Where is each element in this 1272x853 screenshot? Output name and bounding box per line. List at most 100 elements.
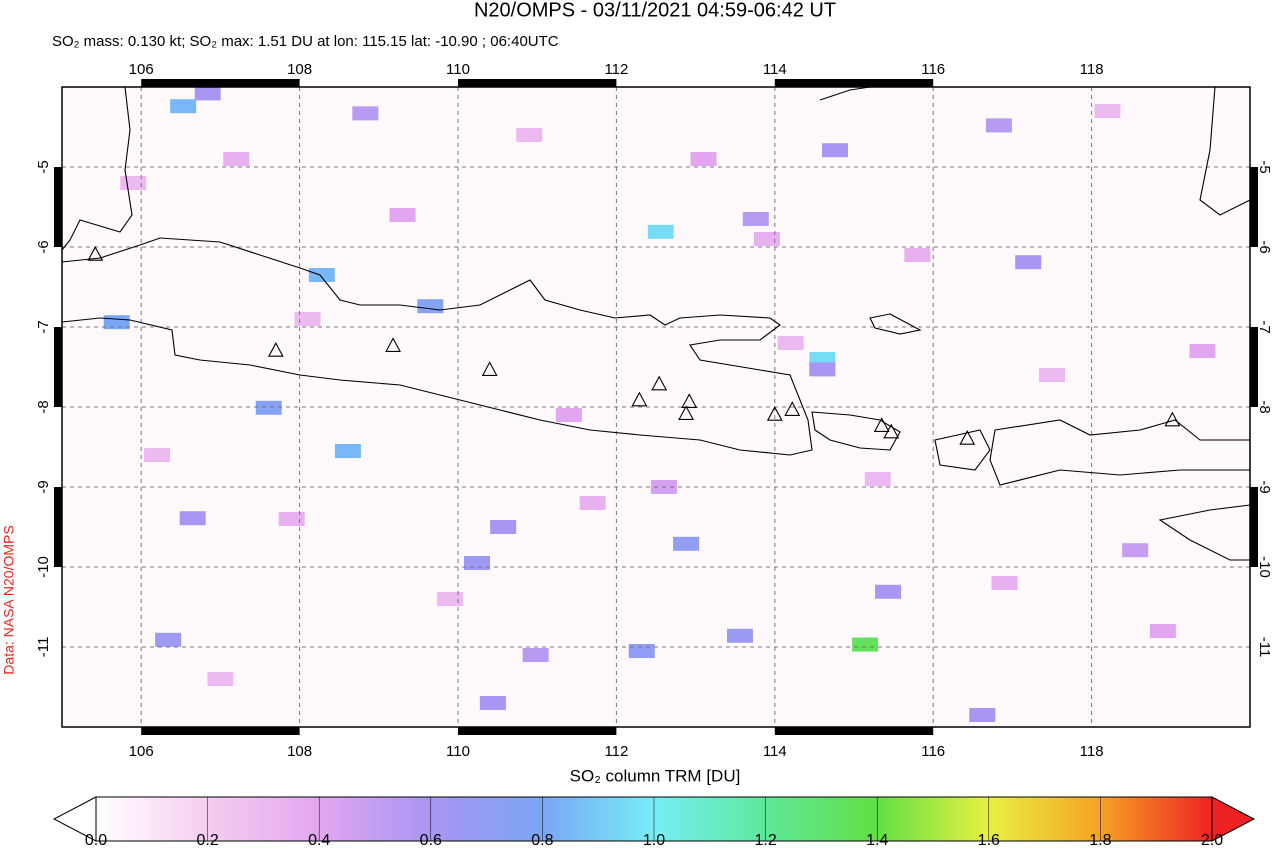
so2-cell xyxy=(969,708,996,722)
colorbar-tick-label: 0.8 xyxy=(531,832,553,849)
colorbar-tick-label: 1.4 xyxy=(866,832,888,849)
so2-cells xyxy=(103,86,1216,722)
lon-tick-label: 118 xyxy=(1080,61,1104,78)
coast-borneo xyxy=(819,86,1251,216)
so2-cell xyxy=(726,628,753,643)
volcano xyxy=(678,405,695,420)
volcano xyxy=(481,361,498,376)
so2-cell xyxy=(579,496,606,510)
frame-bar xyxy=(1250,327,1258,407)
so2-cell xyxy=(223,152,250,166)
so2-cell xyxy=(852,637,879,652)
volcanoes xyxy=(87,246,1181,445)
lon-tick-label: 116 xyxy=(921,61,945,78)
frame-bar xyxy=(774,727,934,735)
lon-tick-label: 114 xyxy=(763,61,787,78)
frame-bar xyxy=(458,727,617,735)
volcano xyxy=(766,406,783,421)
lon-tick-label: 114 xyxy=(763,743,787,760)
colorbar-tick-label: 0.6 xyxy=(420,832,442,849)
coast-sumatra xyxy=(61,86,133,251)
so2-cell xyxy=(777,336,804,350)
so2-cell xyxy=(155,632,182,647)
lon-tick-label: 112 xyxy=(604,61,628,78)
colorbar-tick-label: 2.0 xyxy=(1201,832,1223,849)
lat-tick-label: -6 xyxy=(35,240,52,253)
so2-cell xyxy=(516,128,543,142)
lon-tick-label: 108 xyxy=(287,743,312,760)
so2-cell xyxy=(417,299,444,314)
colorbar-tick-label: 1.2 xyxy=(754,832,776,849)
lat-tick-label: -7 xyxy=(35,320,52,333)
lat-tick-label: -6 xyxy=(1256,240,1272,253)
lat-tick-label: -11 xyxy=(1256,637,1272,658)
so2-cell xyxy=(120,176,147,190)
so2-cell xyxy=(437,592,464,606)
so2-cell xyxy=(864,472,891,486)
coast-sumba xyxy=(1158,504,1251,561)
volcano xyxy=(873,417,890,432)
so2-cell xyxy=(144,448,171,462)
axes: 106 106 108 108 110 110 112 112 114 114 116 116 118 1… xyxy=(35,61,1272,760)
lat-tick-label: -9 xyxy=(35,480,52,493)
volcano xyxy=(959,430,976,445)
frame-bar xyxy=(458,79,617,87)
frame-bar xyxy=(54,327,62,407)
frame-bar xyxy=(54,167,62,247)
so2-cell xyxy=(334,444,361,458)
lat-tick-label: -8 xyxy=(1256,400,1272,413)
so2-cell xyxy=(991,576,1018,590)
so2-cell xyxy=(875,584,902,599)
colorbar-tick-label: 0.0 xyxy=(85,832,107,849)
so2-cell xyxy=(753,232,780,246)
volcano xyxy=(385,337,401,352)
so2-cell xyxy=(985,118,1012,133)
lon-tick-label: 106 xyxy=(129,61,154,78)
lon-tick-label: 110 xyxy=(446,61,470,78)
frame-bar xyxy=(141,79,300,87)
lon-tick-label: 116 xyxy=(921,743,945,760)
colorbar-tick-label: 0.2 xyxy=(196,832,218,849)
so2-cell xyxy=(179,511,206,526)
so2-cell xyxy=(690,152,717,166)
so2-cell xyxy=(821,143,848,158)
volcano xyxy=(1164,411,1181,427)
lon-tick-label: 110 xyxy=(446,743,470,760)
frame-bar xyxy=(141,727,300,735)
volcano xyxy=(87,246,104,261)
volcano xyxy=(651,375,668,391)
colorbar-tick-label: 1.0 xyxy=(643,832,665,849)
lon-tick-label: 118 xyxy=(1080,743,1104,760)
lon-tick-label: 106 xyxy=(129,743,154,760)
coast-java xyxy=(61,237,813,456)
frame-bar xyxy=(54,487,62,567)
so2-cell xyxy=(464,556,491,570)
lat-tick-label: -11 xyxy=(35,637,52,658)
lat-tick-label: -5 xyxy=(35,160,52,173)
frame-bar xyxy=(774,79,934,87)
so2-cell xyxy=(647,224,674,239)
colorbar-tick-label: 1.8 xyxy=(1089,832,1111,849)
coast-kangean xyxy=(869,313,922,335)
so2-cell xyxy=(555,408,582,422)
volcano xyxy=(784,401,801,416)
coast-bali xyxy=(811,411,901,451)
lat-tick-label: -8 xyxy=(35,400,52,413)
so2-cell xyxy=(673,536,700,551)
so2-cell xyxy=(479,696,506,710)
so2-cell xyxy=(194,86,221,101)
so2-cell xyxy=(103,315,130,330)
colorbar-tick-label: 1.6 xyxy=(978,832,1000,849)
so2-cell xyxy=(809,362,836,377)
so2-cell xyxy=(1149,624,1176,638)
subtitle: SO₂ mass: 0.130 kt; SO₂ max: 1.51 DU at … xyxy=(52,33,559,50)
so2-cell xyxy=(170,99,197,114)
so2-cell xyxy=(255,400,282,415)
grid xyxy=(62,87,1250,727)
so2-cell xyxy=(1015,255,1042,270)
so2-cell xyxy=(352,106,379,121)
so2-cell xyxy=(294,312,321,326)
side-label: Data: NASA N20/OMPS xyxy=(1,525,17,674)
so2-cell xyxy=(490,520,517,534)
